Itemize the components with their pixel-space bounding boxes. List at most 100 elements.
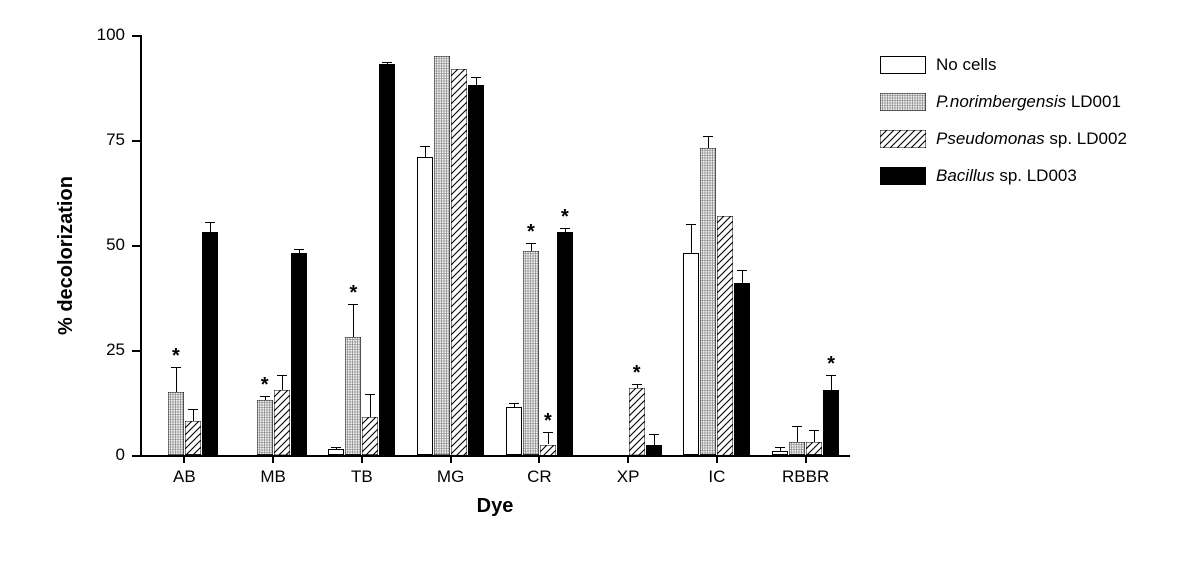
error-bar bbox=[370, 394, 371, 417]
significance-marker: * bbox=[255, 374, 275, 397]
significance-marker: * bbox=[166, 345, 186, 368]
bar-pseudomonas bbox=[362, 417, 378, 455]
legend-swatch bbox=[880, 56, 926, 74]
bar-pseudomonas bbox=[806, 442, 822, 455]
x-tick bbox=[538, 455, 540, 463]
legend-item: Bacillus sp. LD003 bbox=[880, 166, 1077, 186]
error-bar bbox=[531, 243, 532, 251]
error-bar bbox=[476, 77, 477, 85]
y-tick bbox=[132, 455, 140, 457]
bar-bacillus bbox=[734, 283, 750, 455]
bar-no_cells bbox=[683, 253, 699, 455]
significance-marker: * bbox=[521, 221, 541, 244]
decolorization-chart: 0255075100AB*MB*TB*MGCR***XP*ICRBBR* % d… bbox=[0, 0, 1200, 570]
y-tick-label: 50 bbox=[77, 235, 125, 255]
error-bar bbox=[742, 270, 743, 283]
bar-bacillus bbox=[823, 390, 839, 455]
error-bar bbox=[548, 432, 549, 445]
bar-no_cells bbox=[417, 157, 433, 455]
bar-p_norimbergensis bbox=[257, 400, 273, 455]
x-tick bbox=[716, 455, 718, 463]
bar-no_cells bbox=[506, 407, 522, 455]
significance-marker: * bbox=[538, 410, 558, 433]
legend-item: P.norimbergensis LD001 bbox=[880, 92, 1121, 112]
bar-p_norimbergensis bbox=[523, 251, 539, 455]
bar-no_cells bbox=[595, 455, 611, 457]
y-tick-label: 100 bbox=[77, 25, 125, 45]
bar-bacillus bbox=[646, 445, 662, 456]
error-bar bbox=[797, 426, 798, 443]
error-cap bbox=[277, 375, 287, 376]
error-bar bbox=[353, 304, 354, 338]
bar-bacillus bbox=[202, 232, 218, 455]
x-tick-label: MB bbox=[233, 467, 313, 487]
y-tick bbox=[132, 35, 140, 37]
y-tick bbox=[132, 245, 140, 247]
error-bar bbox=[210, 222, 211, 233]
bar-pseudomonas bbox=[629, 388, 645, 455]
legend-swatch bbox=[880, 130, 926, 148]
x-tick bbox=[627, 455, 629, 463]
error-cap bbox=[188, 409, 198, 410]
y-tick-label: 25 bbox=[77, 340, 125, 360]
error-bar bbox=[831, 375, 832, 390]
error-bar bbox=[814, 430, 815, 443]
error-cap bbox=[294, 249, 304, 250]
error-cap bbox=[775, 447, 785, 448]
error-cap bbox=[365, 394, 375, 395]
x-axis-title: Dye bbox=[140, 495, 850, 518]
y-tick-label: 75 bbox=[77, 130, 125, 150]
legend-label: Bacillus sp. LD003 bbox=[936, 166, 1077, 186]
y-axis-title: % decolorization bbox=[55, 176, 78, 335]
x-tick-label: RBBR bbox=[766, 467, 846, 487]
error-cap bbox=[509, 403, 519, 404]
x-tick-label: XP bbox=[588, 467, 668, 487]
bar-bacillus bbox=[557, 232, 573, 455]
y-tick bbox=[132, 140, 140, 142]
bar-pseudomonas bbox=[274, 390, 290, 455]
x-tick bbox=[272, 455, 274, 463]
x-tick-label: MG bbox=[411, 467, 491, 487]
bar-bacillus bbox=[468, 85, 484, 455]
error-cap bbox=[737, 270, 747, 271]
y-axis bbox=[140, 35, 142, 455]
error-cap bbox=[649, 434, 659, 435]
x-tick-label: CR bbox=[499, 467, 579, 487]
error-bar bbox=[425, 146, 426, 157]
error-bar bbox=[193, 409, 194, 422]
bar-bacillus bbox=[379, 64, 395, 455]
significance-marker: * bbox=[343, 282, 363, 305]
legend-item: No cells bbox=[880, 55, 996, 75]
bar-p_norimbergensis bbox=[700, 148, 716, 455]
error-cap bbox=[205, 222, 215, 223]
legend-label: P.norimbergensis LD001 bbox=[936, 92, 1121, 112]
x-tick bbox=[183, 455, 185, 463]
significance-marker: * bbox=[821, 353, 841, 376]
bar-p_norimbergensis bbox=[345, 337, 361, 455]
x-tick bbox=[361, 455, 363, 463]
error-bar bbox=[654, 434, 655, 445]
x-tick-label: TB bbox=[322, 467, 402, 487]
bar-p_norimbergensis bbox=[434, 56, 450, 455]
error-cap bbox=[792, 426, 802, 427]
error-cap bbox=[471, 77, 481, 78]
error-cap bbox=[809, 430, 819, 431]
bar-pseudomonas bbox=[451, 69, 467, 455]
error-cap bbox=[686, 224, 696, 225]
x-tick bbox=[450, 455, 452, 463]
bar-p_norimbergensis bbox=[168, 392, 184, 455]
legend-label: No cells bbox=[936, 55, 996, 75]
legend-label: Pseudomonas sp. LD002 bbox=[936, 129, 1127, 149]
legend-swatch bbox=[880, 167, 926, 185]
y-tick-label: 0 bbox=[77, 445, 125, 465]
significance-marker: * bbox=[627, 362, 647, 385]
bar-pseudomonas bbox=[185, 421, 201, 455]
bar-bacillus bbox=[291, 253, 307, 455]
error-cap bbox=[703, 136, 713, 137]
bar-no_cells bbox=[240, 455, 256, 457]
x-tick bbox=[805, 455, 807, 463]
bar-no_cells bbox=[151, 455, 167, 457]
error-cap bbox=[331, 447, 341, 448]
bar-no_cells bbox=[328, 449, 344, 455]
error-bar bbox=[691, 224, 692, 253]
